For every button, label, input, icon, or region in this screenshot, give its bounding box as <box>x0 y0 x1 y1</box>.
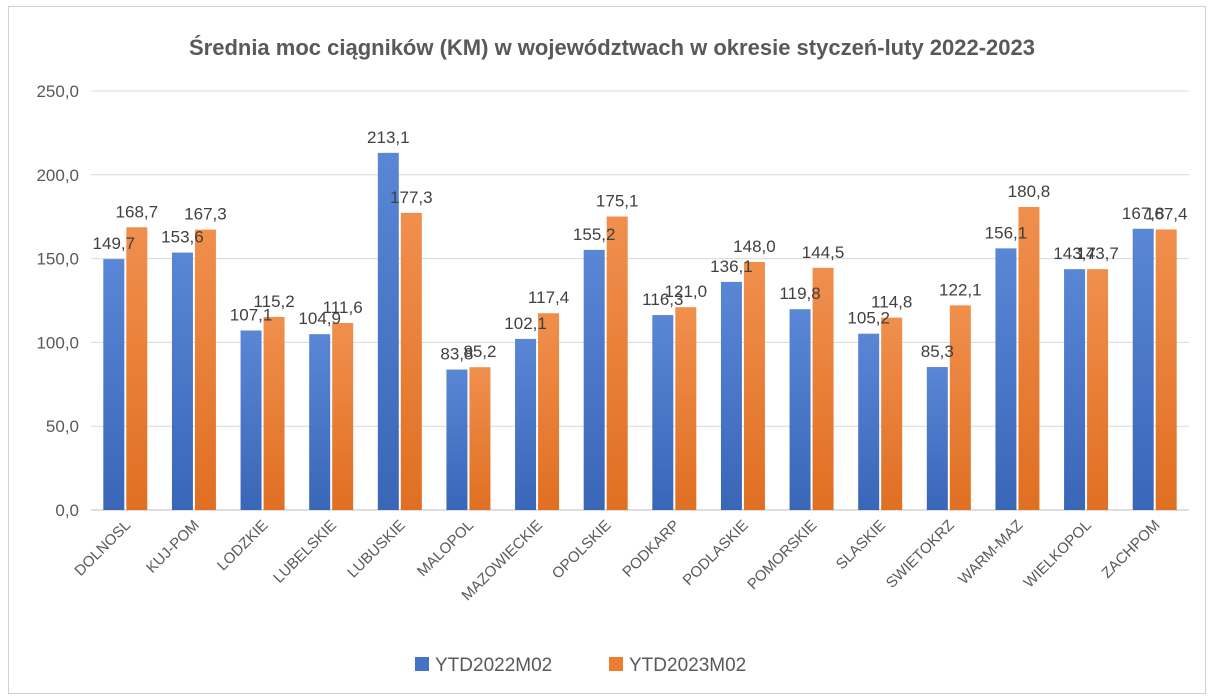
bar-ytd2023m02 <box>812 267 834 510</box>
y-tick-label: 150,0 <box>36 250 79 269</box>
y-tick-label: 0,0 <box>55 501 79 520</box>
bar-ytd2022m02 <box>789 309 811 510</box>
data-label: 167,4 <box>1145 204 1188 223</box>
data-label: 167,3 <box>184 205 227 224</box>
bar-ytd2023m02 <box>675 307 697 510</box>
data-label: 177,3 <box>390 188 433 207</box>
x-tick-label: WARM-MAZ <box>955 517 1026 588</box>
bar-ytd2022m02 <box>858 333 880 510</box>
y-tick-label: 250,0 <box>36 82 79 101</box>
data-label: 104,9 <box>298 309 341 328</box>
bar-ytd2023m02 <box>538 313 560 510</box>
data-label: 213,1 <box>367 128 410 147</box>
bar-ytd2023m02 <box>606 216 628 510</box>
x-tick-label: LUBELSKIE <box>270 517 340 587</box>
bar-ytd2023m02 <box>332 322 354 510</box>
data-label: 167,8 <box>1122 204 1165 223</box>
legend: YTD2022M02 YTD2023M02 <box>415 655 746 676</box>
legend-label: YTD2022M02 <box>435 655 552 676</box>
bar-ytd2023m02 <box>126 227 148 511</box>
x-tick-label: SLASKIE <box>833 517 889 573</box>
data-label: 121,0 <box>665 282 708 301</box>
data-label: 180,8 <box>1008 182 1051 201</box>
bar-ytd2023m02 <box>1018 206 1040 511</box>
bar-ytd2022m02 <box>720 281 742 510</box>
bar-ytd2022m02 <box>1064 269 1086 510</box>
bar-ytd2023m02 <box>1087 269 1109 510</box>
data-label: 102,1 <box>504 314 547 333</box>
bar-ytd2023m02 <box>743 261 765 510</box>
y-tick-label: 100,0 <box>36 333 79 352</box>
x-tick-label: SWIETOKRZ <box>883 517 958 592</box>
x-tick-label: OPOLSKIE <box>549 517 615 583</box>
chart-frame: Średnia moc ciągników (KM) w województwa… <box>8 6 1206 694</box>
data-label: 153,6 <box>161 228 204 247</box>
x-tick-label: POMORSKIE <box>744 517 820 593</box>
data-label: 111,6 <box>323 298 363 317</box>
x-tick-label: KUJ-POM <box>143 517 203 577</box>
bar-ytd2022m02 <box>652 315 674 510</box>
bar-ytd2022m02 <box>377 152 399 510</box>
bar-ytd2023m02 <box>194 229 216 510</box>
data-label: 83,8 <box>440 345 473 364</box>
legend-label: YTD2023M02 <box>629 655 746 676</box>
bar-ytd2022m02 <box>309 334 331 510</box>
data-label: 148,0 <box>733 237 776 256</box>
bar-chart: Średnia moc ciągników (KM) w województwa… <box>36 35 1189 676</box>
bar-ytd2022m02 <box>1132 228 1154 510</box>
y-axis: 0,0 50,0 100,0 150,0 200,0 250,0 <box>36 82 79 520</box>
bar-ytd2022m02 <box>446 369 468 510</box>
x-tick-label: DOLNOSL <box>71 517 134 580</box>
legend-swatch <box>609 657 623 671</box>
y-tick-label: 200,0 <box>36 166 79 185</box>
data-label: 143,7 <box>1053 244 1096 263</box>
data-label: 149,7 <box>93 234 136 253</box>
bar-ytd2023m02 <box>1155 229 1177 510</box>
bar-ytd2022m02 <box>103 259 125 510</box>
data-label: 85,2 <box>463 342 496 361</box>
bar-ytd2023m02 <box>881 317 903 510</box>
data-label: 122,1 <box>939 280 982 299</box>
legend-swatch <box>415 657 429 671</box>
data-label: 168,7 <box>116 202 159 221</box>
bar-ytd2023m02 <box>949 305 971 510</box>
x-tick-label: MALOPOL <box>414 517 477 580</box>
bar-ytd2023m02 <box>400 212 422 510</box>
bar-ytd2022m02 <box>583 249 605 510</box>
data-label: 144,5 <box>802 243 845 262</box>
data-label: 175,1 <box>596 192 639 211</box>
bar-ytd2022m02 <box>995 248 1017 510</box>
x-tick-label: LUBUSKIE <box>344 517 408 581</box>
y-tick-label: 50,0 <box>46 417 79 436</box>
x-tick-label: LODZKIE <box>214 517 271 574</box>
data-label: 143,7 <box>1076 244 1119 263</box>
bar-ytd2023m02 <box>263 316 285 510</box>
x-tick-label: PODLASKIE <box>680 517 752 589</box>
data-label: 107,1 <box>230 306 273 325</box>
x-tick-label: WIELKOPOL <box>1020 517 1095 592</box>
data-label: 116,3 <box>642 290 683 309</box>
chart-title: Średnia moc ciągników (KM) w województwa… <box>189 35 1035 60</box>
data-label: 115,2 <box>253 292 294 311</box>
data-label: 136,1 <box>710 257 753 276</box>
bar-ytd2022m02 <box>171 252 193 510</box>
data-label: 156,1 <box>985 223 1028 242</box>
bar-ytd2022m02 <box>926 367 948 510</box>
data-label: 114,8 <box>871 293 912 312</box>
data-label: 85,3 <box>921 342 954 361</box>
x-tick-label: PODKARP <box>619 517 683 581</box>
data-label: 119,8 <box>779 284 820 303</box>
x-tick-label: ZACHPOM <box>1098 517 1163 582</box>
bar-ytd2022m02 <box>240 330 262 510</box>
data-label: 105,2 <box>847 309 890 328</box>
data-label: 117,4 <box>528 288 569 307</box>
bar-ytd2023m02 <box>469 367 491 510</box>
data-label: 155,2 <box>573 225 616 244</box>
bars <box>103 152 1177 511</box>
bar-ytd2022m02 <box>515 338 537 510</box>
